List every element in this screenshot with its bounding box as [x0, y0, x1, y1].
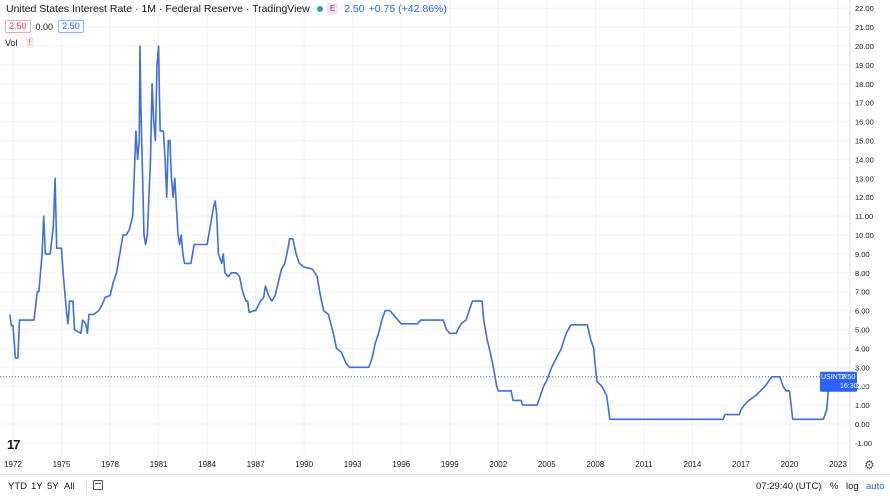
x-tick-label: 2017	[732, 460, 750, 469]
y-tick-label: 21.00	[855, 23, 874, 32]
price-label-layer: USINTR 2.50 16:30:20	[820, 371, 867, 392]
market-status-icon	[316, 6, 323, 12]
x-tick-label: 1984	[198, 460, 216, 469]
bottom-toolbar: YTD 1Y 5Y All 07:29:40 (UTC) % log auto	[0, 474, 890, 498]
volume-label: Vol	[5, 37, 18, 48]
header-change: +0.75 (+42.86%)	[368, 3, 447, 15]
y-tick-label: 4.00	[855, 344, 870, 353]
x-tick-label: 2005	[538, 460, 556, 469]
tradingview-logo-icon[interactable]: 17	[7, 437, 21, 452]
grid-layer	[0, 0, 850, 456]
x-tick-label: 1987	[247, 460, 265, 469]
x-tick-label: 2014	[684, 460, 702, 469]
chart-title: United States Interest Rate · 1M · Feder…	[6, 3, 310, 15]
buy-price-box[interactable]: 2.50	[58, 20, 84, 33]
y-tick-label: 3.00	[855, 363, 870, 372]
x-tick-label: 1999	[441, 460, 459, 469]
x-tick-label: 2023	[829, 460, 847, 469]
sell-price-box[interactable]: 2.50	[5, 20, 31, 33]
y-tick-label: 15.00	[855, 137, 874, 146]
y-tick-label: 12.00	[855, 193, 874, 202]
price-label-symbol: USINTR	[821, 374, 847, 381]
toolbar-separator	[821, 480, 822, 492]
x-tick-label: 1981	[150, 460, 168, 469]
y-tick-label: 7.00	[855, 288, 870, 297]
series-layer	[0, 45, 850, 421]
x-tick-label: 1972	[4, 460, 22, 469]
chart-header: United States Interest Rate · 1M · Feder…	[6, 3, 447, 15]
x-tick-label: 2002	[489, 460, 507, 469]
earnings-badge[interactable]: E	[326, 3, 339, 15]
y-tick-label: 5.00	[855, 326, 870, 335]
y-tick-label: 2.00	[855, 382, 870, 391]
range-1y-button[interactable]: 1Y	[31, 481, 43, 492]
y-tick-label: 18.00	[855, 80, 874, 89]
y-tick-label: 11.00	[855, 212, 873, 221]
warning-icon[interactable]: !	[25, 37, 34, 48]
price-chart[interactable]: -1.00 0.00 1.00 2.00 3.00 4.00 5.00 6.00 7.00 8.0…	[0, 0, 890, 474]
range-5y-button[interactable]: 5Y	[47, 481, 59, 492]
y-tick-label: 14.00	[855, 155, 874, 164]
price-label-box	[820, 371, 857, 392]
y-tick-label: 16.00	[855, 118, 874, 127]
x-tick-label: 1978	[101, 460, 119, 469]
y-tick-label: 20.00	[855, 42, 874, 51]
x-tick-label: 1996	[392, 460, 410, 469]
spread-value: 0.00	[35, 21, 54, 32]
calendar-range-icon[interactable]	[93, 480, 103, 490]
y-tick-label: -1.00	[855, 439, 872, 448]
price-label-countdown: 16:30:20	[840, 383, 867, 390]
volume-indicator[interactable]: Vol !	[5, 37, 34, 48]
x-tick-label: 2011	[635, 460, 653, 469]
utc-clock[interactable]: 07:29:40 (UTC)	[756, 481, 822, 492]
quote-row: 2.50 0.00 2.50	[5, 20, 84, 33]
y-tick-label: 17.00	[855, 99, 874, 108]
x-tick-label: 1975	[53, 460, 71, 469]
x-tick-label: 1990	[295, 460, 313, 469]
range-ytd-button[interactable]: YTD	[8, 481, 27, 492]
range-all-button[interactable]: All	[64, 481, 75, 492]
y-tick-label: 13.00	[855, 174, 874, 183]
y-tick-label: 6.00	[855, 307, 870, 316]
interest-rate-line[interactable]	[9, 45, 831, 421]
y-tick-label: 22.00	[855, 4, 874, 13]
auto-scale-button[interactable]: auto	[866, 481, 885, 492]
toolbar-separator	[86, 480, 87, 492]
log-scale-button[interactable]: log	[846, 481, 859, 492]
y-tick-label: 8.00	[855, 269, 870, 278]
header-last-value: 2.50	[344, 3, 365, 15]
x-tick-label: 1993	[344, 460, 362, 469]
x-tick-label: 2020	[781, 460, 799, 469]
percent-scale-button[interactable]: %	[830, 481, 839, 492]
y-tick-label: 10.00	[855, 231, 874, 240]
settings-gear-icon[interactable]: ⚙	[864, 458, 875, 472]
y-tick-label: 9.00	[855, 250, 870, 259]
axis-layer: -1.00 0.00 1.00 2.00 3.00 4.00 5.00 6.00 7.00 8.0…	[4, 0, 874, 474]
y-tick-label: 0.00	[855, 420, 870, 429]
x-tick-label: 2008	[586, 460, 604, 469]
y-tick-label: 19.00	[855, 61, 874, 70]
y-tick-label: 1.00	[855, 401, 870, 410]
price-label-value: 2.50	[841, 372, 856, 381]
